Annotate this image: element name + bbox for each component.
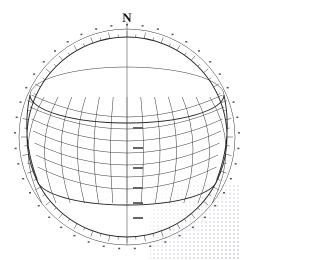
degree-tick [209, 78, 211, 80]
degree-tick [54, 208, 56, 210]
hour-line [110, 97, 113, 203]
degree-tick [218, 179, 221, 180]
degree-tick [83, 44, 84, 47]
degree-tick [109, 33, 110, 39]
page-body: N (() => { const data = JSON.parse(docum… [0, 0, 241, 260]
ring-mark [17, 163, 19, 165]
degree-tick [91, 37, 93, 43]
degree-tick [204, 69, 209, 73]
ring-mark [227, 87, 229, 89]
scale-mark [133, 202, 143, 204]
degree-tick [68, 53, 70, 55]
degree-tick [23, 154, 29, 155]
degree-tick [34, 179, 37, 180]
hour-line [77, 97, 85, 203]
degree-tick [169, 44, 170, 47]
hour-line [94, 97, 99, 203]
hour-line [61, 97, 72, 203]
degree-tick [23, 119, 29, 120]
ring-mark [149, 246, 151, 248]
degree-tick [100, 234, 101, 237]
ring-mark [48, 217, 50, 219]
degree-tick [91, 231, 93, 237]
degree-tick [191, 56, 195, 61]
degree-tick [214, 84, 219, 87]
degree-tick [100, 38, 101, 41]
ring-mark [80, 34, 82, 36]
ring-mark [209, 61, 211, 63]
ring-mark [238, 132, 240, 134]
ring-mark [157, 28, 159, 30]
ring-mark [179, 235, 181, 237]
ring-mark [73, 235, 75, 237]
ring-mark [95, 28, 97, 30]
degree-tick [46, 201, 51, 205]
degree-tick [184, 53, 186, 55]
ring-mark [230, 178, 232, 180]
ring-mark [16, 117, 18, 119]
degree-tick [68, 219, 70, 221]
degree-tick [218, 93, 221, 94]
degree-tick [74, 45, 77, 50]
degree-tick [177, 45, 180, 50]
ring-mark [118, 248, 120, 250]
ring-mark [54, 50, 56, 52]
ring-mark [185, 41, 187, 43]
ring-mark [198, 50, 200, 52]
page: {"diagram": {"north_label": "N"}} html, … [0, 0, 320, 260]
ring-mark [134, 248, 136, 250]
ring-mark [233, 101, 235, 103]
degree-tick [34, 93, 37, 94]
scale-mark [133, 167, 143, 169]
degree-tick [109, 235, 110, 241]
ring-mark [33, 73, 35, 75]
ring-mark [103, 246, 105, 248]
scale-mark [133, 217, 143, 219]
ring-mark [235, 163, 237, 165]
ring-mark [60, 227, 62, 229]
degree-tick [54, 64, 56, 66]
ring-mark [164, 241, 166, 243]
ring-mark [236, 117, 238, 119]
degree-tick [74, 224, 77, 229]
degree-tick [43, 194, 45, 196]
ring-mark [204, 217, 206, 219]
degree-tick [35, 84, 40, 87]
ring-mark [219, 73, 221, 75]
degree-tick [153, 38, 154, 41]
ring-mark [29, 192, 31, 194]
degree-tick [46, 69, 51, 73]
north-label: N [122, 10, 132, 25]
degree-tick [144, 33, 145, 39]
scale-mark [133, 127, 143, 129]
degree-tick [43, 78, 45, 80]
degree-tick [59, 56, 63, 61]
ring-mark [223, 192, 225, 194]
sun-path-diagram: N [0, 0, 241, 260]
ring-mark [19, 101, 21, 103]
ring-mark [172, 34, 174, 36]
ring-mark [22, 178, 24, 180]
ring-mark [43, 61, 45, 63]
ring-mark [214, 205, 216, 207]
ring-mark [38, 205, 40, 207]
degree-tick [144, 235, 145, 241]
ring-mark [110, 25, 112, 27]
ring-mark [15, 148, 17, 150]
ring-mark [25, 87, 27, 89]
ring-mark [192, 227, 194, 229]
degree-tick [225, 154, 231, 155]
ring-mark [14, 132, 16, 134]
degree-tick [83, 228, 84, 231]
scale-mark [133, 147, 143, 149]
degree-tick [198, 64, 200, 66]
scale-mark [133, 187, 143, 189]
ring-mark [88, 241, 90, 243]
degree-tick [225, 119, 231, 120]
ring-mark [67, 41, 69, 43]
degree-tick [59, 214, 63, 219]
ring-mark [237, 148, 239, 150]
degree-tick [161, 37, 163, 43]
ring-mark [142, 25, 144, 27]
